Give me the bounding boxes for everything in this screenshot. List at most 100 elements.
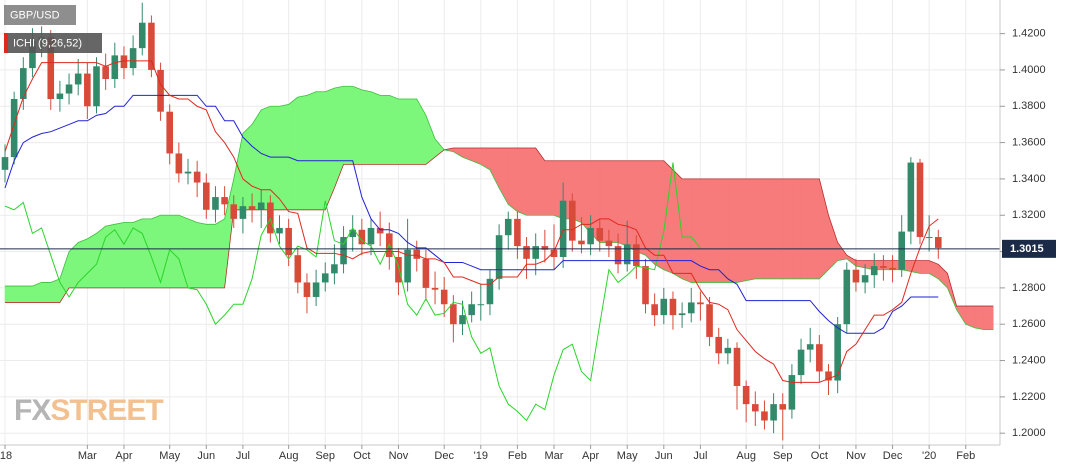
candle-body — [203, 182, 210, 210]
x-tick-label: '19 — [474, 450, 488, 462]
cloud-down — [709, 178, 720, 283]
cloud-down — [663, 160, 674, 274]
candle-body — [633, 244, 640, 267]
candle-body — [248, 206, 256, 210]
candle-body — [184, 171, 192, 174]
symbol-box — [4, 5, 76, 25]
cloud-down — [654, 160, 665, 271]
candle-body — [212, 197, 219, 210]
cloud-up — [388, 94, 399, 165]
candle-body — [687, 302, 695, 314]
candle-body — [742, 385, 750, 405]
candle-body — [340, 237, 347, 265]
candle-body — [898, 231, 905, 270]
candle-body — [166, 111, 173, 154]
cloud-up — [96, 225, 106, 289]
y-tick-label: 1.3400 — [1012, 173, 1046, 185]
candle-body — [870, 266, 878, 276]
y-tick-label: 1.4200 — [1012, 28, 1046, 40]
candle-body — [111, 55, 119, 80]
candle-body — [120, 55, 128, 69]
candle-body — [358, 229, 366, 245]
cloud-down — [754, 178, 765, 280]
cloud-down — [727, 178, 738, 283]
cloud-down — [736, 178, 747, 283]
cloud-down — [764, 178, 774, 280]
y-tick-label: 1.2400 — [1012, 354, 1046, 366]
candle-body — [257, 202, 265, 210]
cloud-up — [343, 85, 354, 165]
candle-body — [93, 66, 100, 107]
x-tick-label: Jul — [236, 450, 250, 462]
candle-body — [706, 304, 713, 337]
x-tick-label: Aug — [279, 450, 299, 462]
cloud-up — [4, 285, 15, 303]
cloud-down — [507, 147, 518, 213]
candle-body — [596, 227, 604, 241]
kijun-sen — [4, 94, 939, 334]
candle-body — [605, 240, 613, 247]
candle-body — [614, 246, 622, 265]
cloud-up — [87, 232, 97, 289]
cloud-down — [581, 160, 591, 235]
cloud-down — [773, 178, 784, 280]
candle-body — [331, 264, 338, 274]
candle-body — [541, 246, 549, 250]
candle-body — [559, 200, 567, 258]
candle-body — [47, 37, 55, 99]
candle-body — [321, 273, 329, 283]
candle-body — [431, 287, 439, 290]
cloud-down — [974, 305, 985, 331]
candle-body — [724, 347, 732, 354]
x-tick-label: Dec — [883, 450, 903, 462]
chikou-span — [4, 162, 701, 422]
candle-body — [312, 282, 320, 297]
candle-body — [138, 22, 146, 49]
candle-body — [752, 404, 759, 412]
x-tick-label: Sep — [315, 450, 335, 462]
cloud-up — [297, 94, 308, 211]
axes: 1.20001.22001.24001.26001.28001.30001.32… — [0, 0, 1056, 462]
candle-body — [669, 298, 677, 316]
candle-body — [440, 289, 448, 305]
cloud-up — [288, 96, 299, 211]
candle-body — [1, 157, 9, 170]
y-tick-label: 1.3800 — [1012, 100, 1046, 112]
candle-body — [642, 266, 649, 305]
cloud-down — [919, 260, 930, 274]
senkou-span-b — [5, 147, 994, 307]
x-tick-label: Aug — [736, 450, 756, 462]
candle-body — [697, 302, 704, 305]
candle-body — [660, 298, 668, 316]
y-tick-label: 1.2200 — [1012, 391, 1046, 403]
candle-body — [175, 153, 183, 174]
candle-body — [770, 404, 777, 421]
candle-body — [925, 237, 933, 239]
candle-body — [733, 347, 741, 386]
cloud-down — [526, 147, 537, 216]
candle-body — [861, 275, 869, 283]
cloud-up — [315, 91, 326, 211]
candle-body — [569, 200, 576, 241]
candle-body — [367, 227, 375, 245]
cloud-up — [398, 98, 408, 165]
candle-body — [495, 235, 503, 279]
y-tick-label: 1.4000 — [1012, 64, 1046, 76]
y-tick-label: 1.2600 — [1012, 318, 1046, 330]
cloud-down — [745, 178, 756, 281]
candle-body — [907, 162, 915, 232]
x-tick-label: May — [617, 450, 638, 462]
cloud-down — [782, 178, 793, 280]
cloud-up — [151, 214, 161, 289]
cloud-up — [50, 278, 61, 303]
cloud-up — [260, 105, 271, 211]
candle-body — [880, 266, 887, 268]
cloud-up — [379, 95, 390, 165]
candle-body — [65, 84, 73, 94]
cloud-down — [608, 160, 619, 243]
last-price-box — [1002, 239, 1056, 258]
x-tick-label: Mar — [545, 450, 564, 462]
candle-body — [825, 371, 832, 381]
